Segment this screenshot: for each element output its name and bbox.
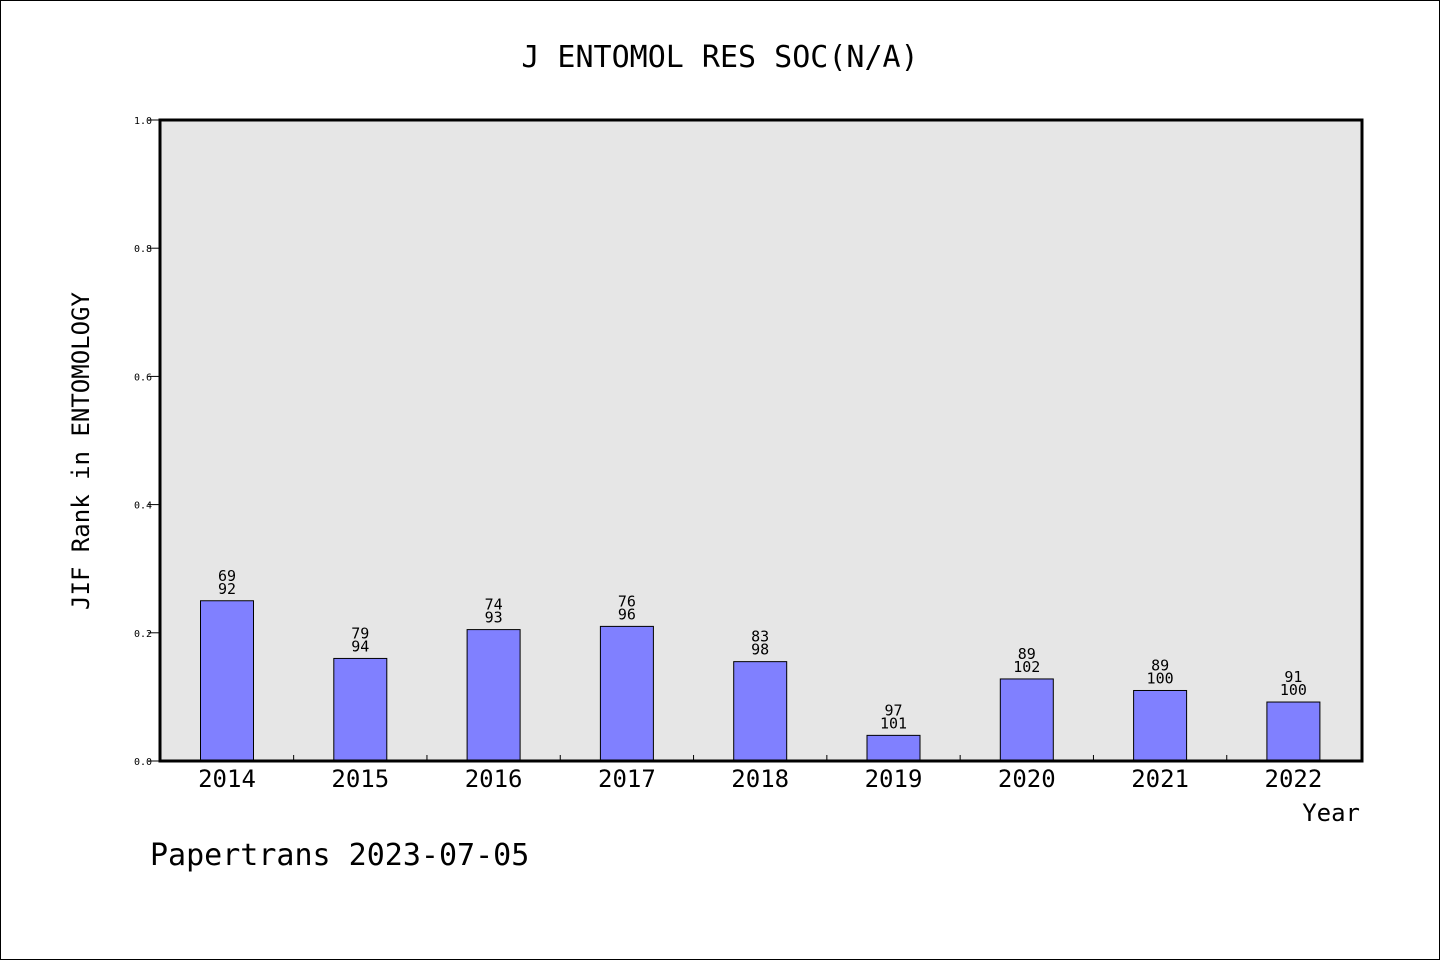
- bars-group: [200, 600, 1321, 762]
- total-label: 94: [351, 637, 369, 655]
- x-axis-label: Year: [1302, 799, 1360, 827]
- bar-2016: [466, 629, 521, 762]
- rank-label: 79: [351, 624, 369, 642]
- x-tick-label: 2022: [1265, 765, 1323, 793]
- bar-2020: [999, 678, 1054, 762]
- y-tick-label: 0.4: [134, 501, 152, 512]
- plot-area: [160, 120, 1362, 761]
- y-tick-label: 0.2: [134, 629, 152, 640]
- bar-2018: [733, 661, 788, 762]
- rank-label: 89: [1018, 645, 1036, 663]
- y-tick-label: 0.6: [134, 372, 152, 383]
- chart-title: J ENTOMOL RES SOC(N/A): [521, 40, 918, 75]
- x-tick-label: 2019: [865, 765, 923, 793]
- bar-2019: [866, 734, 921, 762]
- x-tick-label: 2021: [1131, 765, 1189, 793]
- rank-label: 97: [884, 701, 902, 719]
- bar-2014: [200, 600, 254, 762]
- y-tick-label: 1.0: [134, 116, 152, 127]
- rank-label: 91: [1284, 668, 1302, 686]
- total-label: 100: [1280, 681, 1307, 699]
- x-tick-label: 2016: [465, 765, 523, 793]
- bar-2021: [1133, 689, 1188, 762]
- y-tick-label: 0.0: [134, 757, 152, 768]
- rank-label: 83: [751, 628, 769, 646]
- total-label: 93: [485, 609, 503, 627]
- bar-2022: [1266, 701, 1321, 762]
- rank-label: 74: [485, 596, 503, 614]
- y-tick-label: 0.8: [134, 244, 152, 255]
- x-tick-label: 2018: [731, 765, 789, 793]
- rank-label: 76: [618, 592, 636, 610]
- bar-2015: [333, 657, 388, 762]
- total-label: 101: [880, 714, 907, 732]
- x-tick-label: 2015: [331, 765, 389, 793]
- rank-label: 89: [1151, 656, 1169, 674]
- bar-2017: [599, 625, 654, 762]
- plot-border: [158, 118, 1364, 763]
- total-label: 92: [218, 580, 236, 598]
- rank-label: 69: [218, 567, 236, 585]
- credit-text: Papertrans 2023-07-05: [150, 838, 529, 873]
- x-axis-ticks: 2014 2015 2016 2017 2018 2019 2020 2021 2022: [198, 755, 1322, 793]
- y-axis-label: JIF Rank in ENTOMOLOGY: [67, 292, 95, 610]
- y-axis-ticks: 0.0 0.2 0.4 0.6 0.8 1.0: [134, 116, 160, 768]
- total-label: 100: [1147, 669, 1174, 687]
- x-tick-label: 2017: [598, 765, 656, 793]
- total-label: 98: [751, 641, 769, 659]
- total-label: 96: [618, 605, 636, 623]
- x-tick-label: 2014: [198, 765, 256, 793]
- total-label: 102: [1013, 658, 1040, 676]
- x-tick-label: 2020: [998, 765, 1056, 793]
